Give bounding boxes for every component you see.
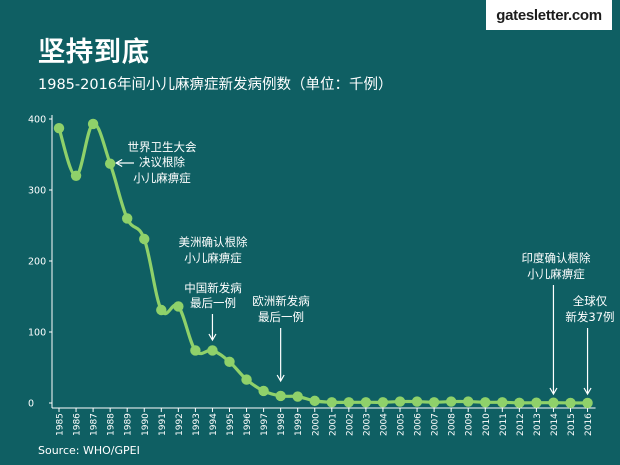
data-point-2011 xyxy=(497,397,508,408)
x-tick-label: 2004 xyxy=(379,413,389,436)
x-tick-label: 2014 xyxy=(550,413,560,436)
annotation-wha-line: 决议根除 xyxy=(139,155,185,169)
annotation-india-arrow-head xyxy=(549,387,558,396)
x-tick-label: 1985 xyxy=(56,413,66,436)
annotation-global-arrow-head xyxy=(583,387,592,396)
y-tick-label: 0 xyxy=(28,399,34,410)
data-point-2000 xyxy=(309,395,320,407)
data-point-1988 xyxy=(104,158,116,169)
annotation-wha-line: 小儿麻痹症 xyxy=(133,171,191,185)
x-tick-label: 1988 xyxy=(107,413,117,436)
x-tick-label: 2015 xyxy=(567,413,577,436)
x-tick-label: 1998 xyxy=(277,413,287,436)
data-point-1993 xyxy=(190,345,201,356)
data-point-2007 xyxy=(428,397,440,408)
x-tick-label: 2010 xyxy=(482,413,492,436)
annotation-europe-arrow-head xyxy=(276,374,285,383)
page-title: 坚持到底 xyxy=(38,37,150,68)
data-point-1998 xyxy=(275,390,286,402)
chart-subtitle: 1985-2016年间小儿麻痹症新发病例数（单位：千例） xyxy=(38,77,393,93)
data-point-1994 xyxy=(207,345,218,356)
annotation-wha-line: 世界卫生大会 xyxy=(128,140,197,154)
x-tick-label: 1999 xyxy=(294,413,304,436)
x-tick-label: 2002 xyxy=(345,413,355,436)
data-point-1990 xyxy=(139,233,150,245)
annotation-india-line: 印度确认根除 xyxy=(522,251,591,265)
annotation-americas-line: 中国新发病 xyxy=(184,281,242,295)
data-point-2016 xyxy=(582,397,593,409)
data-point-1991 xyxy=(156,304,167,316)
annotation-americas-line: 小儿麻痹症 xyxy=(184,251,242,265)
data-point-2005 xyxy=(394,396,406,407)
data-point-2003 xyxy=(360,397,372,408)
x-tick-label: 2007 xyxy=(431,413,441,436)
annotation-europe-line: 最后一例 xyxy=(258,310,304,324)
data-point-2004 xyxy=(377,397,389,408)
x-tick-label: 1994 xyxy=(209,413,219,436)
chart-axes: 0 100 200 300 400 1985 1986 1987 1988 1989 1990 199… xyxy=(28,115,596,436)
data-point-1997 xyxy=(258,385,269,397)
data-point-1989 xyxy=(122,213,133,224)
data-point-1995 xyxy=(224,356,235,368)
data-point-2010 xyxy=(480,397,491,408)
annotation-global-line: 新发37例 xyxy=(565,310,614,324)
x-tick-label: 1995 xyxy=(226,413,236,436)
source-note: Source: WHO/GPEI xyxy=(38,444,140,457)
data-point-2001 xyxy=(326,397,337,408)
data-point-2008 xyxy=(445,396,457,407)
data-point-2013 xyxy=(531,397,542,408)
x-tick-label: 2011 xyxy=(499,413,509,436)
x-tick-label: 2003 xyxy=(362,413,372,436)
data-point-2014 xyxy=(548,397,559,408)
data-point-2015 xyxy=(565,397,576,409)
x-tick-label: 2006 xyxy=(414,413,424,436)
x-tick-label: 1991 xyxy=(158,413,168,436)
x-tick-label: 1996 xyxy=(243,413,253,436)
x-tick-label: 2012 xyxy=(516,413,526,436)
y-tick-label: 400 xyxy=(28,115,46,126)
data-point-1987 xyxy=(87,118,99,130)
y-tick-label: 100 xyxy=(28,328,46,339)
y-tick-label: 200 xyxy=(28,257,46,268)
data-point-1996 xyxy=(241,374,252,385)
annotation-india-line: 小儿麻痹症 xyxy=(527,267,585,281)
annotation-americas-line: 美洲确认根除 xyxy=(179,235,248,249)
data-point-2012 xyxy=(514,397,525,409)
annotation-americas-arrow-head xyxy=(208,333,217,342)
data-point-1999 xyxy=(292,391,303,402)
annotation-wha-arrow-head xyxy=(114,158,123,168)
x-tick-label: 1989 xyxy=(124,413,134,436)
x-tick-label: 1990 xyxy=(141,413,151,436)
cases-series xyxy=(53,118,593,409)
x-tick-label: 2013 xyxy=(533,413,543,436)
x-tick-label: 1986 xyxy=(73,413,83,436)
brand-site: gatesletter.com xyxy=(496,6,602,24)
data-point-2009 xyxy=(463,396,474,407)
data-point-2002 xyxy=(343,397,355,408)
x-tick-label: 2000 xyxy=(311,413,321,436)
annotation-americas-line: 最后一例 xyxy=(190,296,236,310)
x-tick-label: 2001 xyxy=(328,413,338,436)
annotation-europe-line: 欧洲新发病 xyxy=(252,294,310,308)
x-tick-label: 1997 xyxy=(260,413,270,436)
x-tick-label: 1993 xyxy=(192,413,202,436)
data-point-2006 xyxy=(411,396,423,407)
y-tick-label: 300 xyxy=(28,186,46,197)
data-point-1985 xyxy=(53,123,65,134)
annotation-global-line: 全球仅 xyxy=(573,294,608,308)
x-tick-label: 2009 xyxy=(465,413,475,436)
x-tick-label: 2005 xyxy=(397,413,407,436)
data-point-1986 xyxy=(70,170,82,181)
x-tick-label: 1992 xyxy=(175,413,185,436)
x-tick-label: 2016 xyxy=(584,413,594,436)
brand-badge[interactable]: gatesletter.com xyxy=(486,0,612,30)
data-point-1992 xyxy=(173,301,184,312)
x-tick-label: 1987 xyxy=(90,413,100,436)
x-tick-label: 2008 xyxy=(448,413,458,436)
